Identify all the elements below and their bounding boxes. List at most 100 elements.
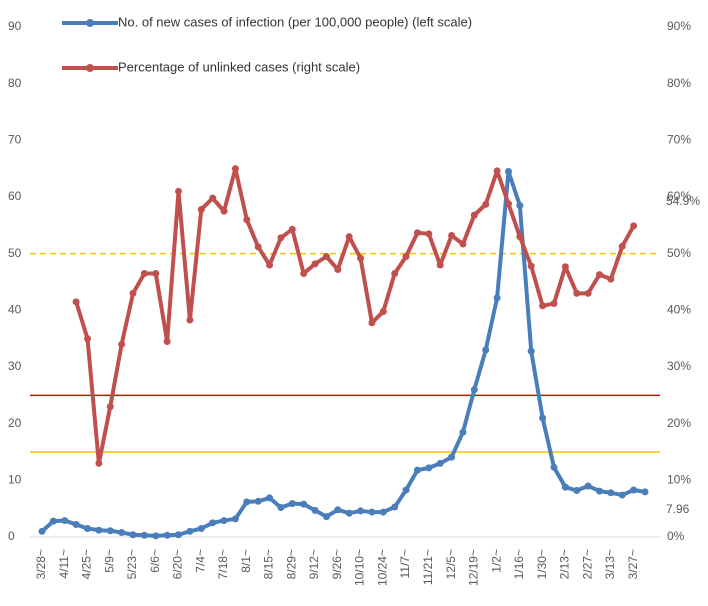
point bbox=[84, 525, 92, 532]
y2-tick-label: 30% bbox=[667, 359, 691, 373]
point bbox=[129, 531, 137, 539]
x-tick-label: 11/21~ bbox=[421, 549, 435, 585]
point bbox=[436, 459, 444, 467]
point bbox=[61, 517, 69, 525]
point bbox=[618, 242, 626, 250]
point bbox=[175, 531, 183, 539]
x-tick-label: 7/18~ bbox=[216, 549, 230, 579]
point bbox=[209, 519, 217, 527]
point bbox=[345, 233, 353, 241]
y2-tick-label: 50% bbox=[667, 246, 691, 260]
point bbox=[300, 270, 308, 277]
point bbox=[584, 482, 592, 490]
point bbox=[186, 316, 194, 324]
y-tick-label: 20 bbox=[8, 416, 22, 430]
x-tick-label: 1/30~ bbox=[535, 549, 549, 579]
point bbox=[516, 233, 524, 241]
y-tick-label: 80 bbox=[8, 76, 22, 90]
x-tick-label: 4/11~ bbox=[57, 549, 71, 578]
y2-tick-label: 80% bbox=[667, 76, 691, 90]
point bbox=[413, 466, 421, 474]
x-tick-label: 8/1~ bbox=[239, 549, 253, 573]
point bbox=[391, 503, 399, 511]
point bbox=[277, 234, 285, 242]
point bbox=[220, 207, 228, 215]
point bbox=[288, 225, 296, 233]
x-tick-label: 12/5~ bbox=[444, 549, 458, 579]
point bbox=[470, 211, 478, 219]
point bbox=[231, 515, 239, 523]
point bbox=[379, 508, 387, 516]
point bbox=[607, 275, 615, 283]
point bbox=[425, 230, 433, 238]
point bbox=[641, 488, 649, 496]
point bbox=[539, 414, 547, 422]
point bbox=[163, 338, 171, 345]
point bbox=[140, 531, 148, 539]
point bbox=[197, 525, 205, 532]
point bbox=[573, 487, 581, 495]
point bbox=[459, 428, 467, 436]
point bbox=[334, 266, 342, 274]
point bbox=[186, 527, 194, 535]
point bbox=[573, 289, 581, 297]
point bbox=[72, 521, 80, 529]
point bbox=[266, 494, 274, 502]
x-tick-label: 1/2~ bbox=[489, 549, 503, 573]
x-tick-label: 5/9~ bbox=[102, 549, 116, 573]
point bbox=[391, 270, 399, 277]
y2-tick-label: 90% bbox=[667, 19, 691, 33]
point bbox=[106, 527, 114, 535]
point bbox=[630, 486, 638, 494]
y-tick-label: 90 bbox=[8, 19, 22, 33]
point bbox=[197, 205, 205, 213]
point bbox=[175, 187, 183, 195]
point bbox=[254, 243, 262, 251]
x-tick-label: 4/25~ bbox=[80, 549, 94, 579]
point bbox=[118, 528, 126, 536]
point bbox=[504, 200, 512, 208]
point bbox=[163, 531, 171, 539]
y-tick-label: 50 bbox=[8, 246, 22, 260]
legend-label: No. of new cases of infection (per 100,0… bbox=[118, 14, 472, 29]
point bbox=[595, 271, 603, 279]
point bbox=[243, 498, 251, 506]
x-tick-label: 2/27~ bbox=[580, 549, 594, 579]
legend-marker bbox=[86, 64, 94, 72]
x-tick-label: 11/7~ bbox=[398, 549, 412, 578]
y2-tick-label: 40% bbox=[667, 303, 691, 317]
point bbox=[436, 261, 444, 269]
point bbox=[322, 513, 330, 521]
point bbox=[266, 261, 274, 269]
point bbox=[550, 300, 558, 308]
series-line bbox=[74, 166, 636, 466]
x-tick-label: 6/6~ bbox=[148, 549, 162, 573]
point bbox=[527, 262, 535, 270]
point bbox=[334, 506, 342, 514]
y2-tick-label: 60% bbox=[667, 189, 691, 203]
point bbox=[493, 167, 501, 175]
x-tick-label: 8/29~ bbox=[284, 549, 298, 579]
y2-tick-label: 0% bbox=[667, 529, 685, 543]
point bbox=[402, 486, 410, 494]
point bbox=[493, 294, 501, 302]
x-tick-label: 8/15~ bbox=[262, 549, 276, 579]
x-tick-label: 10/24~ bbox=[375, 549, 389, 586]
point bbox=[243, 216, 251, 224]
x-tick-label: 1/16~ bbox=[512, 549, 526, 579]
point bbox=[72, 298, 80, 306]
point bbox=[140, 270, 148, 277]
y2-tick-label: 10% bbox=[667, 473, 691, 487]
point bbox=[152, 270, 160, 277]
y-tick-label: 10 bbox=[8, 473, 22, 487]
legend-label: Percentage of unlinked cases (right scal… bbox=[118, 59, 360, 74]
point bbox=[368, 319, 376, 327]
point bbox=[152, 532, 160, 540]
point bbox=[550, 463, 558, 471]
x-tick-label: 9/26~ bbox=[330, 549, 344, 579]
point bbox=[448, 453, 456, 461]
point bbox=[345, 509, 353, 517]
point bbox=[95, 459, 103, 467]
y2-tick-label: 70% bbox=[667, 133, 691, 147]
